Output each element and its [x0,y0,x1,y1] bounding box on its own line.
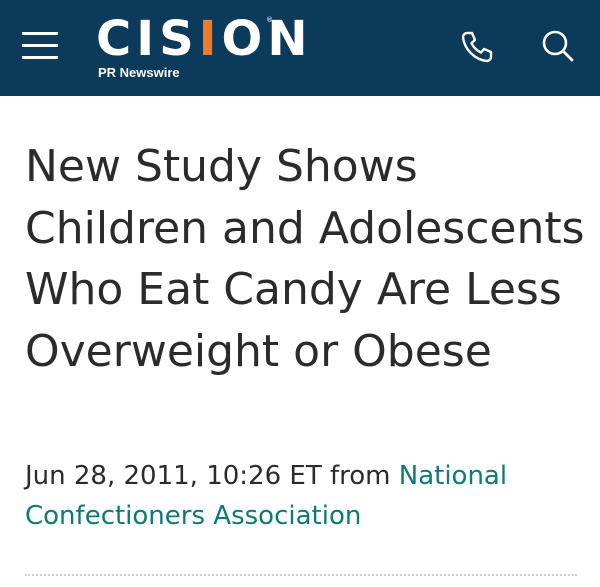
logo-wordmark: CISION [96,14,313,64]
logo-text-prefix: CIS [96,11,199,67]
phone-icon[interactable] [456,26,496,66]
cision-logo[interactable]: CISION ® PR Newswire [96,14,308,86]
dotted-divider [25,574,577,576]
article-meta: Jun 28, 2011, 10:26 ET from National Con… [25,456,585,536]
article-title: New Study Shows Children and Adolescents… [25,141,585,377]
article-date: Jun 28, 2011, 10:26 ET [25,461,322,491]
logo-subtitle: PR Newswire [98,65,180,80]
search-icon[interactable] [538,26,578,66]
top-navigation-bar: CISION ® PR Newswire [0,0,600,96]
source-link[interactable]: National Confectioners Association [25,461,508,531]
from-label: from [329,461,391,491]
hamburger-icon[interactable] [22,28,60,62]
logo-text-accent: I [198,11,222,67]
logo-trademark: ® [266,16,273,24]
logo-text-suffix: ON [221,11,313,67]
